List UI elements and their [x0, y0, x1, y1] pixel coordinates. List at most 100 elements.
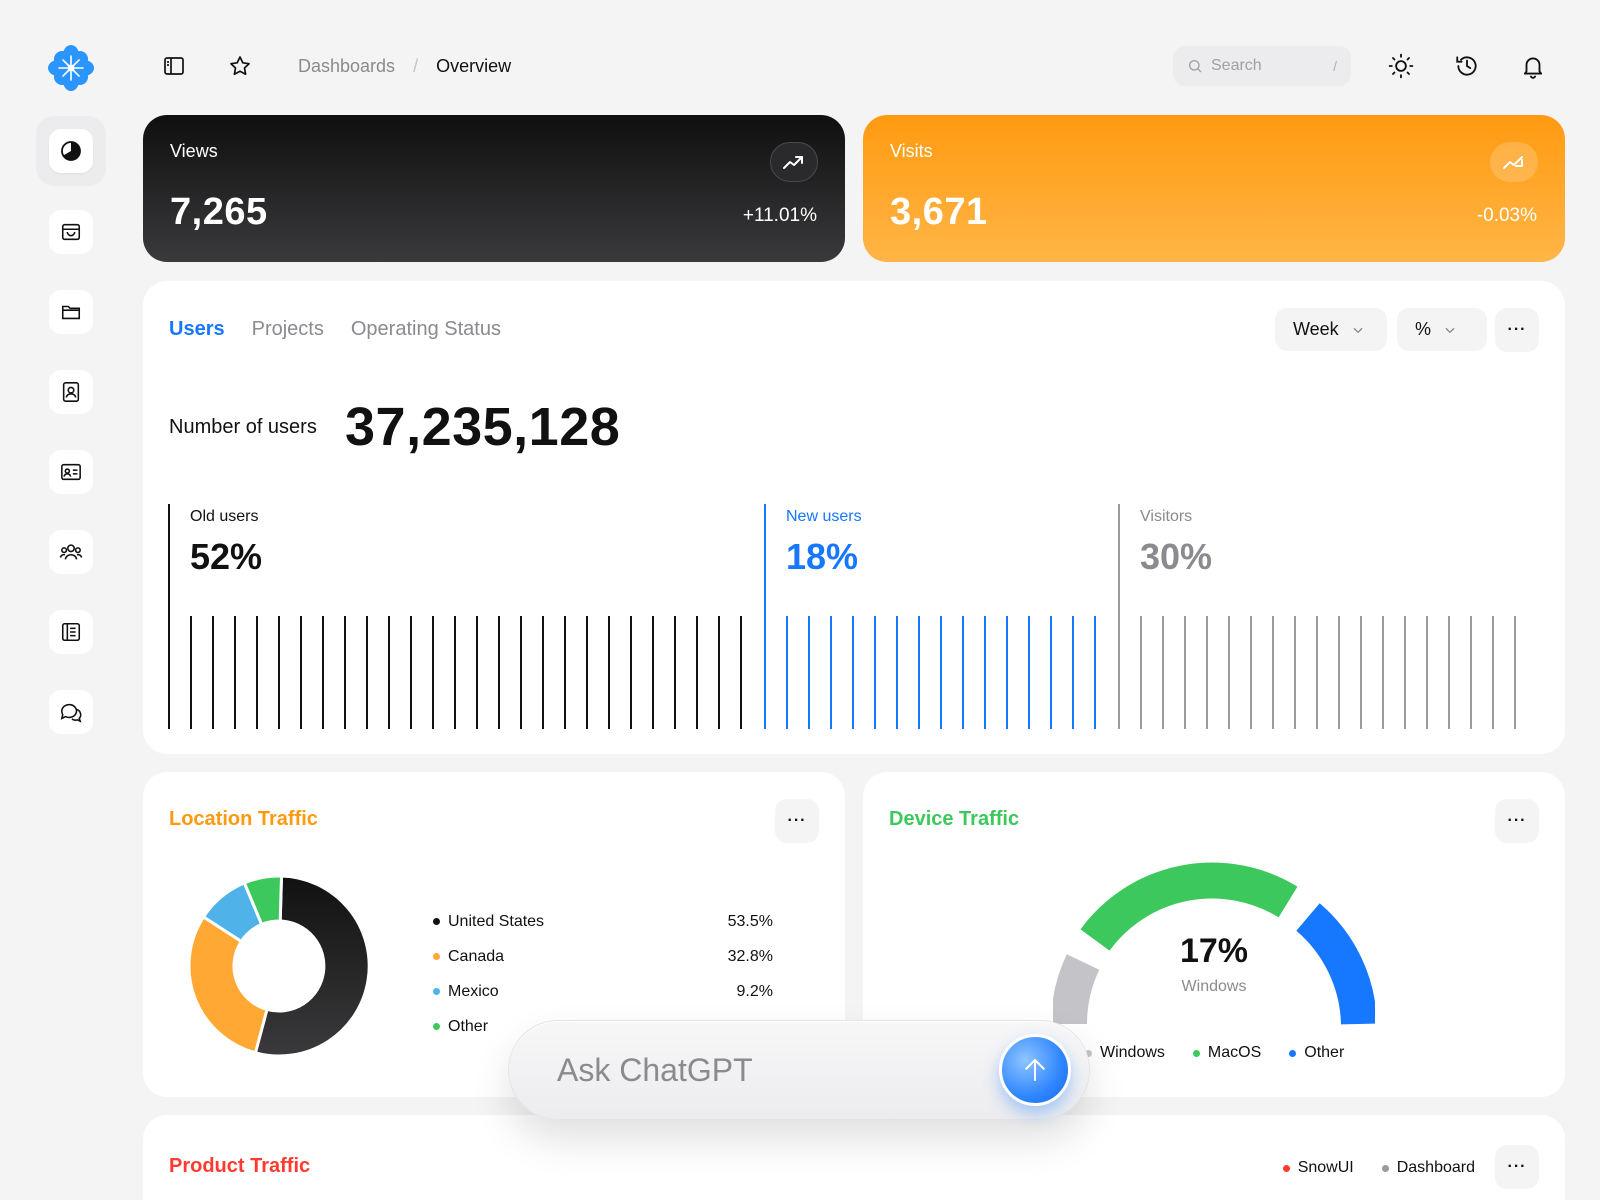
kpi-change: +11.01%	[742, 205, 817, 226]
number-of-users-value: 37,235,128	[345, 397, 621, 457]
breadcrumb-separator: /	[413, 56, 419, 76]
legend-dot	[433, 918, 440, 925]
legend-dot	[433, 953, 440, 960]
donut-slice-other	[242, 876, 284, 927]
more-options-button[interactable]: ···	[1495, 308, 1539, 352]
chat-bubbles-icon	[60, 703, 82, 723]
segment-bars	[764, 504, 1118, 729]
segment-bar	[1006, 616, 1008, 729]
logo-icon[interactable]	[47, 44, 95, 92]
legend-name: Other	[1304, 1044, 1345, 1061]
sidebar-item-projects[interactable]	[49, 290, 93, 334]
more-options-button[interactable]: ···	[1495, 799, 1539, 843]
period-dropdown[interactable]: Week	[1275, 308, 1387, 351]
device-gauge-chart	[1053, 862, 1375, 1025]
segment-title: Visitors	[1140, 508, 1193, 525]
legend-dot	[433, 1023, 440, 1030]
trend-up-icon[interactable]	[770, 142, 818, 182]
segment-bar	[476, 616, 478, 729]
star-icon[interactable]	[224, 50, 256, 82]
search-input[interactable]: Search /	[1173, 46, 1351, 86]
segment-bar	[630, 616, 632, 729]
ask-chatgpt-input[interactable]: Ask ChatGPT	[508, 1020, 1090, 1120]
segment-bar	[410, 616, 412, 729]
segment-bar	[830, 616, 832, 729]
segment-title: New users	[786, 508, 862, 525]
segment-bar	[454, 616, 456, 729]
segment-bar	[1228, 616, 1230, 729]
sun-icon[interactable]	[1385, 50, 1417, 82]
more-options-button[interactable]: ···	[775, 799, 819, 843]
panel-title: Location Traffic	[169, 808, 318, 830]
history-icon[interactable]	[1451, 50, 1483, 82]
sidebar-item-profile[interactable]	[49, 370, 93, 414]
arrow-up-icon	[1025, 1059, 1045, 1081]
unit-dropdown[interactable]: %	[1397, 308, 1487, 351]
segment-bar	[918, 616, 920, 729]
legend-name: SnowUI	[1297, 1159, 1354, 1176]
kpi-label: Visits	[890, 141, 933, 161]
segment-bar	[1140, 616, 1142, 729]
segment-bar	[322, 616, 324, 729]
sidebar-item-ecommerce[interactable]	[49, 210, 93, 254]
segment-visitors: Visitors 30%	[1118, 504, 1540, 729]
segment-bars	[1118, 504, 1540, 729]
shopping-bag-icon	[61, 223, 81, 241]
more-options-button[interactable]: ···	[1495, 1145, 1539, 1189]
segment-bar	[852, 616, 854, 729]
legend-dot	[1381, 1164, 1389, 1172]
trend-down-icon[interactable]	[1490, 142, 1538, 182]
segment-bar	[1250, 616, 1252, 729]
tab-projects[interactable]: Projects	[251, 318, 324, 340]
segment-bar	[984, 616, 986, 729]
segment-bar	[1338, 616, 1340, 729]
user-profile-icon	[62, 382, 80, 402]
search-icon	[1189, 59, 1202, 73]
segment-bar	[498, 616, 500, 729]
segment-bar	[1492, 616, 1494, 729]
id-card-icon	[61, 463, 81, 481]
segment-bar	[1072, 616, 1074, 729]
segment-bar	[718, 616, 720, 729]
pie-chart-icon	[61, 141, 81, 161]
segment-bar	[962, 616, 964, 729]
device-legend: Windows MacOS Other	[1085, 1044, 1344, 1062]
segment-bar	[608, 616, 610, 729]
sidebar-item-social[interactable]	[49, 690, 93, 734]
kpi-change: -0.03%	[1476, 205, 1537, 226]
kpi-card-visits: Visits 3,671 -0.03%	[863, 115, 1565, 262]
chevron-down-icon	[1353, 327, 1363, 333]
kpi-label: Views	[170, 141, 218, 161]
sidebar-item-overview[interactable]	[36, 116, 106, 186]
sidebar-item-blog[interactable]	[49, 610, 93, 654]
segment-bar	[1470, 616, 1472, 729]
legend-value: 32.8%	[727, 947, 773, 965]
segment-axis	[764, 504, 766, 729]
segment-bar	[366, 616, 368, 729]
legend-dot	[1085, 1049, 1092, 1057]
panel-title: Device Traffic	[889, 808, 1020, 830]
tab-users[interactable]: Users	[169, 318, 225, 340]
sidebar-item-account[interactable]	[49, 450, 93, 494]
segment-bar	[564, 616, 566, 729]
send-button[interactable]	[999, 1034, 1071, 1106]
breadcrumb-dashboards[interactable]: Dashboards	[298, 56, 396, 76]
bell-icon[interactable]	[1517, 50, 1549, 82]
gauge-arc-windows	[1053, 954, 1100, 1025]
folder-icon	[61, 305, 81, 320]
segment-bar	[1028, 616, 1030, 729]
users-panel: Users Projects Operating Status Week % ·…	[143, 281, 1565, 754]
donut-slice-united-states	[253, 876, 369, 1056]
segment-bar	[674, 616, 676, 729]
segment-bar	[740, 616, 742, 729]
segment-bar	[190, 616, 192, 729]
legend-item-windows: Windows	[1085, 1044, 1165, 1062]
sidebar-toggle-icon[interactable]	[158, 50, 190, 82]
chevron-down-icon	[1445, 327, 1455, 333]
sidebar-item-corporate[interactable]	[49, 530, 93, 574]
segment-bar	[586, 616, 588, 729]
legend-name: Dashboard	[1396, 1159, 1475, 1176]
legend-name: MacOS	[1207, 1044, 1262, 1061]
segment-percentage: 18%	[786, 536, 859, 577]
tab-operating-status[interactable]: Operating Status	[350, 318, 501, 340]
